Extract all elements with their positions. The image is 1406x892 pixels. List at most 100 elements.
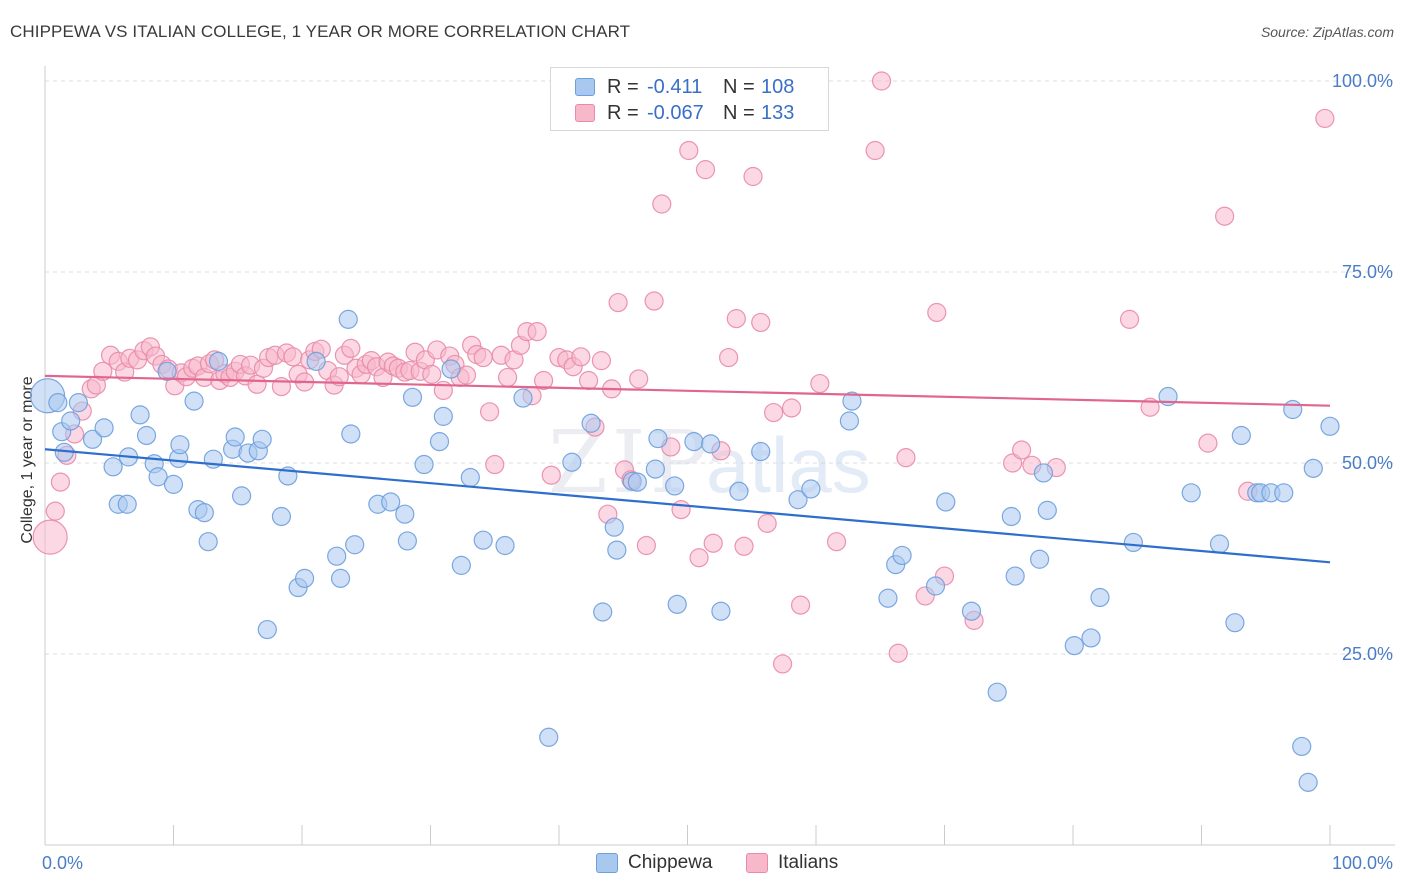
italians-swatch bbox=[746, 853, 768, 873]
italians-point bbox=[578, 370, 599, 391]
italians-point bbox=[1003, 453, 1023, 473]
legend-item-chippewa[interactable]: Chippewa bbox=[596, 852, 713, 874]
chippewa-point bbox=[961, 601, 982, 621]
y-tick-label: 100.0% bbox=[1332, 71, 1393, 91]
chart-title: CHIPPEWA VS ITALIAN COLLEGE, 1 YEAR OR M… bbox=[10, 22, 631, 41]
chippewa-point bbox=[130, 405, 150, 425]
chippewa-point bbox=[684, 432, 704, 452]
italians-point bbox=[1215, 206, 1235, 226]
chippewa-point bbox=[157, 361, 177, 381]
legend-label: Chippewa bbox=[628, 852, 713, 873]
chippewa-point bbox=[1225, 613, 1245, 633]
chippewa-point bbox=[327, 546, 347, 566]
italians-point bbox=[93, 361, 113, 381]
italians-point bbox=[763, 402, 784, 423]
chippewa-point bbox=[729, 481, 749, 501]
chippewa-point bbox=[414, 454, 434, 475]
chippewa-point bbox=[593, 602, 613, 622]
series-chippewa bbox=[29, 309, 1340, 792]
chippewa-point bbox=[136, 425, 157, 446]
italians-point bbox=[1315, 108, 1335, 129]
x-tick-label: 0.0% bbox=[42, 853, 83, 873]
chippewa-point bbox=[839, 411, 860, 431]
chippewa-point bbox=[148, 467, 168, 487]
italians-point bbox=[247, 374, 267, 394]
italians-point bbox=[591, 351, 612, 371]
chippewa-point bbox=[562, 452, 582, 472]
italians-point bbox=[772, 654, 793, 674]
italians-point bbox=[329, 367, 349, 387]
chippewa-trend-line bbox=[44, 448, 1331, 564]
italians-point bbox=[422, 364, 442, 384]
chippewa-point bbox=[170, 435, 190, 455]
chippewa-point bbox=[232, 486, 252, 506]
italians-point bbox=[533, 370, 554, 391]
italians-point bbox=[1198, 433, 1218, 453]
italians-point bbox=[541, 465, 561, 485]
series-legend: Chippewa Italians bbox=[0, 852, 1406, 878]
italians-point bbox=[1119, 309, 1140, 329]
y-tick-label: 75.0% bbox=[1342, 262, 1393, 282]
chippewa-point bbox=[306, 351, 326, 371]
chippewa-point bbox=[294, 568, 315, 588]
chippewa-point bbox=[397, 531, 417, 551]
italians-point bbox=[734, 536, 754, 556]
x-tick-label: 100.0% bbox=[1332, 853, 1393, 873]
chippewa-point bbox=[338, 309, 358, 329]
italians-point bbox=[888, 643, 908, 663]
chippewa-point bbox=[788, 490, 808, 510]
italians-point bbox=[896, 448, 916, 468]
italians-point bbox=[629, 369, 649, 389]
italians-point bbox=[810, 373, 830, 394]
chippewa-point bbox=[925, 576, 946, 596]
italians-point bbox=[608, 292, 628, 313]
chippewa-point bbox=[1303, 458, 1323, 478]
chippewa-swatch bbox=[575, 78, 595, 96]
chippewa-point bbox=[667, 594, 687, 614]
italians-point bbox=[671, 500, 691, 520]
italians-point bbox=[644, 291, 664, 311]
chippewa-point bbox=[345, 535, 365, 555]
chippewa-point bbox=[1029, 549, 1050, 569]
chippewa-point bbox=[441, 359, 461, 379]
chippewa-point bbox=[878, 588, 898, 608]
chippewa-point bbox=[381, 492, 401, 512]
chippewa-point bbox=[1298, 772, 1318, 792]
italians-trend-line bbox=[44, 374, 1331, 407]
chippewa-point bbox=[1274, 483, 1294, 503]
italians-point bbox=[689, 548, 709, 568]
chippewa-point bbox=[184, 391, 204, 411]
italians-point bbox=[927, 302, 947, 323]
chippewa-point bbox=[581, 413, 601, 433]
chippewa-point bbox=[198, 532, 218, 552]
chippewa-point bbox=[271, 506, 292, 527]
chippewa-point bbox=[61, 411, 81, 431]
chippewa-point bbox=[94, 418, 114, 438]
italians-point bbox=[527, 321, 547, 342]
n-value: 133 bbox=[761, 101, 795, 124]
r-label: R = bbox=[607, 101, 639, 124]
chippewa-point bbox=[103, 457, 123, 477]
italians-point bbox=[865, 140, 885, 161]
chippewa-point bbox=[1181, 483, 1201, 503]
legend-row-italians: R = -0.067 N = 133 bbox=[575, 101, 794, 125]
r-value: -0.411 bbox=[647, 75, 703, 98]
italians-point bbox=[757, 513, 777, 533]
chippewa-point bbox=[1064, 635, 1084, 656]
italians-point bbox=[50, 472, 71, 492]
chippewa-point bbox=[402, 387, 423, 407]
chippewa-point bbox=[1283, 399, 1303, 420]
italians-point bbox=[485, 454, 505, 475]
italians-point bbox=[703, 533, 723, 553]
chippewa-point bbox=[1292, 736, 1312, 757]
chippewa-point bbox=[892, 545, 912, 566]
chippewa-point bbox=[1320, 416, 1340, 436]
italians-point bbox=[790, 595, 811, 615]
chippewa-point bbox=[711, 601, 731, 621]
italians-point bbox=[473, 347, 493, 368]
legend-item-italians[interactable]: Italians bbox=[746, 852, 838, 874]
chippewa-point bbox=[513, 388, 533, 408]
trend-lines bbox=[44, 374, 1331, 564]
axes bbox=[44, 66, 1395, 846]
